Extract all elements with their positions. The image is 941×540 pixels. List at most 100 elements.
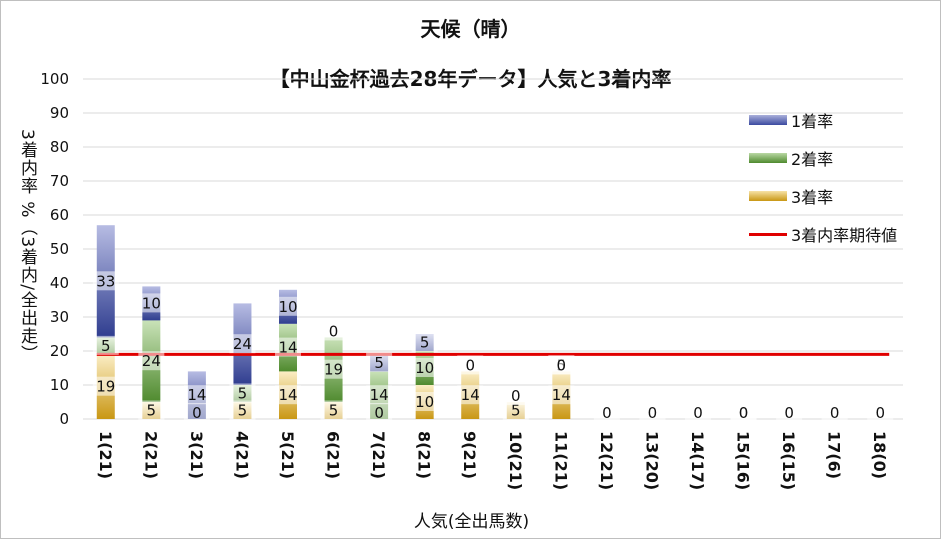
data-label-background [867, 403, 894, 422]
data-label: 5 [511, 402, 521, 420]
data-label: 5 [238, 402, 248, 420]
data-label: 0 [739, 404, 749, 422]
x-tick-label: 10(21) [506, 431, 525, 490]
data-label-background [138, 293, 165, 313]
data-label-background [229, 383, 256, 403]
x-tick-label: 17(6) [825, 431, 844, 479]
data-label: 24 [142, 352, 161, 370]
data-label-background [229, 400, 256, 420]
data-label: 5 [329, 402, 339, 420]
x-tick-label: 14(17) [688, 431, 707, 490]
data-label: 10 [142, 294, 161, 312]
data-label: 10 [278, 298, 297, 316]
y-axis-label: 3着内率 %（3着内/全出走） [17, 129, 37, 363]
y-tick-label: 70 [50, 172, 69, 190]
data-label: 14 [370, 386, 389, 404]
data-label-background [275, 337, 301, 357]
y-tick-label: 80 [50, 138, 69, 156]
data-label: 10 [415, 393, 434, 411]
data-label: 24 [233, 335, 252, 353]
data-label-background [92, 271, 119, 291]
legend-item-2nd: 2着率 [749, 139, 897, 177]
data-label: 0 [374, 404, 384, 422]
data-label: 5 [147, 402, 157, 420]
y-tick-label: 20 [50, 342, 69, 360]
data-label-background [548, 385, 575, 405]
y-tick-label: 50 [50, 240, 69, 258]
data-label-background [457, 355, 484, 375]
data-label-background [138, 400, 165, 420]
x-tick-label: 12(21) [597, 431, 616, 490]
data-label: 14 [552, 386, 571, 404]
data-label: 19 [96, 378, 115, 396]
data-label: 14 [278, 339, 297, 357]
data-label-background [183, 403, 210, 422]
data-label-background [685, 403, 711, 422]
y-tick-label: 0 [59, 410, 69, 428]
data-label-background [502, 400, 529, 420]
data-label-background [320, 321, 347, 341]
x-axis-label: 人気(全出馬数) [413, 512, 530, 532]
legend-swatch-3rd [749, 191, 787, 201]
data-label: 5 [238, 385, 248, 403]
legend-item-expected: 3着内率期待値 [749, 215, 897, 253]
x-tick-label: 4(21) [232, 431, 251, 479]
x-tick-label: 6(21) [324, 431, 343, 479]
data-label-background [639, 403, 666, 422]
legend-label-3rd: 3着率 [791, 188, 834, 207]
data-label: 19 [324, 361, 343, 379]
x-tick-label: 7(21) [369, 431, 388, 479]
data-label: 0 [557, 356, 567, 374]
legend-swatch-2nd [749, 153, 787, 163]
data-label-background [366, 385, 393, 405]
data-label: 5 [374, 354, 384, 372]
y-tick-label: 40 [50, 274, 69, 292]
data-label: 0 [784, 404, 794, 422]
y-tick-label: 60 [50, 206, 69, 224]
data-label: 0 [511, 387, 521, 405]
data-label: 5 [101, 337, 111, 355]
data-label-background [457, 385, 484, 405]
x-tick-label: 3(21) [187, 431, 206, 479]
data-label-background [730, 403, 757, 422]
chart-title: 天候（晴） [420, 17, 521, 41]
x-tick-label: 8(21) [415, 431, 434, 479]
data-label: 0 [875, 404, 885, 422]
x-tick-label: 16(15) [779, 431, 798, 490]
data-label-background [320, 400, 347, 420]
data-label: 0 [648, 404, 658, 422]
data-label: 10 [415, 359, 434, 377]
legend-item-3rd: 3着率 [749, 177, 897, 215]
legend-label-1st: 1着率 [791, 112, 834, 131]
x-tick-label: 1(21) [96, 431, 115, 479]
data-label: 14 [187, 386, 206, 404]
legend-swatch-expected [749, 232, 787, 236]
data-label-background [92, 335, 119, 355]
legend-item-1st: 1着率 [749, 101, 897, 139]
data-label: 0 [693, 404, 703, 422]
data-label-background [366, 403, 393, 422]
x-tick-label: 11(21) [551, 431, 570, 490]
x-tick-label: 13(20) [642, 431, 661, 490]
y-tick-label: 90 [50, 104, 69, 122]
x-tick-label: 15(16) [734, 431, 753, 490]
data-label: 0 [329, 322, 339, 340]
data-label: 14 [278, 386, 297, 404]
data-label-background [275, 296, 301, 316]
data-label: 5 [420, 334, 430, 352]
y-tick-label: 100 [40, 70, 69, 88]
legend-swatch-1st [749, 115, 787, 125]
data-label-background [593, 403, 620, 422]
data-label-background [411, 358, 438, 377]
data-label-background [821, 403, 848, 422]
x-tick-label: 18(0) [870, 431, 889, 479]
data-label: 0 [192, 404, 202, 422]
x-tick-label: 2(21) [141, 431, 160, 479]
y-tick-label: 10 [50, 376, 69, 394]
legend: 1着率 2着率 3着率 3着内率期待値 [749, 101, 897, 253]
data-label: 14 [461, 386, 480, 404]
data-label-background [229, 334, 256, 354]
x-tick-label: 5(21) [278, 431, 297, 479]
legend-label-2nd: 2着率 [791, 150, 834, 169]
